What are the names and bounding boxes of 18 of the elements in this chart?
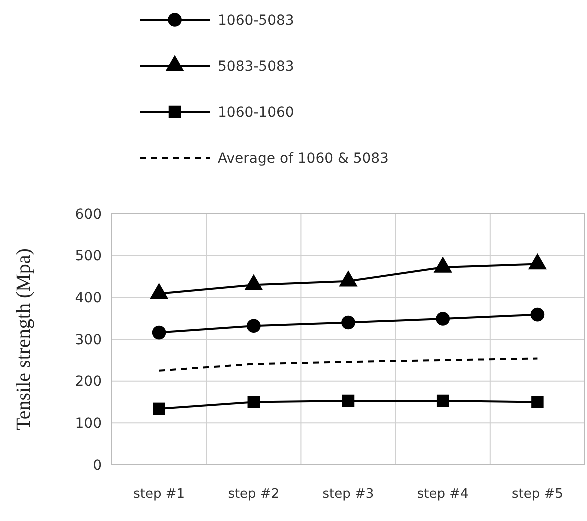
x-tick-label: step #4 bbox=[417, 487, 469, 502]
y-tick-label: 100 bbox=[75, 416, 102, 432]
y-tick-label: 200 bbox=[75, 374, 102, 390]
x-tick-label: step #5 bbox=[512, 487, 564, 502]
y-tick-label: 400 bbox=[75, 290, 102, 307]
legend-label: 1060-5083 bbox=[218, 12, 294, 29]
x-tick-label: step #2 bbox=[228, 487, 280, 502]
y-tick-label: 600 bbox=[75, 206, 102, 223]
line-series bbox=[158, 358, 539, 372]
legend-label: 5083-5083 bbox=[218, 58, 294, 75]
x-tick-label: step #1 bbox=[134, 487, 186, 502]
y-axis-title: Tensile strength (Mpa) bbox=[13, 248, 35, 430]
x-tick-label: step #3 bbox=[322, 487, 374, 502]
legend-label: 1060-1060 bbox=[218, 104, 294, 121]
y-tick-label: 0 bbox=[93, 458, 102, 474]
y-tick-label: 300 bbox=[75, 332, 102, 348]
legend-label: Average of 1060 & 5083 bbox=[218, 150, 389, 167]
y-tick-label: 500 bbox=[75, 248, 102, 265]
